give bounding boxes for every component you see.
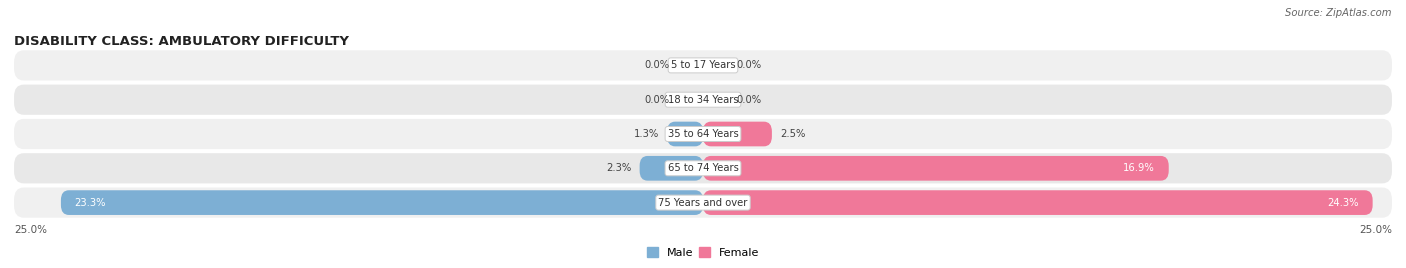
FancyBboxPatch shape [14,85,1392,115]
FancyBboxPatch shape [703,156,1168,181]
Text: 2.3%: 2.3% [606,163,631,173]
Text: DISABILITY CLASS: AMBULATORY DIFFICULTY: DISABILITY CLASS: AMBULATORY DIFFICULTY [14,35,349,48]
Text: 35 to 64 Years: 35 to 64 Years [668,129,738,139]
Legend: Male, Female: Male, Female [643,243,763,262]
Text: Source: ZipAtlas.com: Source: ZipAtlas.com [1285,8,1392,18]
Text: 23.3%: 23.3% [75,198,107,208]
Text: 25.0%: 25.0% [1360,225,1392,235]
Text: 0.0%: 0.0% [645,95,669,105]
FancyBboxPatch shape [14,153,1392,183]
Text: 5 to 17 Years: 5 to 17 Years [671,60,735,70]
Text: 25.0%: 25.0% [14,225,46,235]
Text: 75 Years and over: 75 Years and over [658,198,748,208]
Text: 0.0%: 0.0% [645,60,669,70]
FancyBboxPatch shape [60,190,703,215]
FancyBboxPatch shape [14,50,1392,80]
Text: 1.3%: 1.3% [634,129,659,139]
Text: 65 to 74 Years: 65 to 74 Years [668,163,738,173]
Text: 0.0%: 0.0% [737,95,761,105]
FancyBboxPatch shape [14,119,1392,149]
Text: 18 to 34 Years: 18 to 34 Years [668,95,738,105]
Text: 0.0%: 0.0% [737,60,761,70]
FancyBboxPatch shape [668,122,703,146]
FancyBboxPatch shape [703,122,772,146]
Text: 24.3%: 24.3% [1327,198,1358,208]
FancyBboxPatch shape [703,190,1372,215]
FancyBboxPatch shape [14,188,1392,218]
FancyBboxPatch shape [640,156,703,181]
Text: 16.9%: 16.9% [1123,163,1154,173]
Text: 2.5%: 2.5% [780,129,806,139]
